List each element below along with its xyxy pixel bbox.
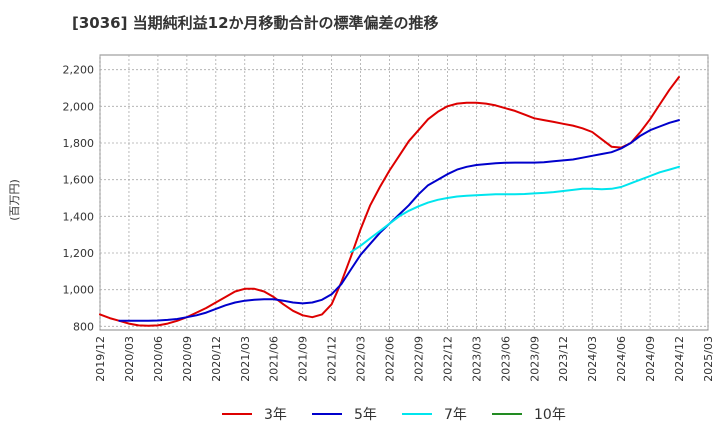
y-axis-label: (百万円) — [8, 179, 21, 221]
legend-label: 7年 — [444, 407, 467, 423]
y-tick-label: 2,200 — [63, 64, 95, 77]
y-tick-label: 800 — [73, 320, 94, 333]
x-tick-label: 2025/03 — [702, 336, 715, 382]
chart-title: [3036] 当期純利益12か月移動合計の標準偏差の推移 — [72, 14, 439, 32]
y-tick-label: 1,800 — [63, 137, 95, 150]
x-tick-label: 2022/06 — [384, 336, 397, 382]
grid — [99, 55, 709, 330]
y-tick-label: 2,000 — [63, 100, 95, 113]
x-tick-label: 2023/09 — [528, 336, 541, 382]
legend: 3年 5年 7年 10年 — [222, 407, 566, 423]
x-tick-label: 2021/06 — [268, 336, 281, 382]
x-axis-ticks: 2019/12 2020/03 2020/06 2020/09 2020/12 2021/… — [94, 336, 715, 382]
series-line-7年 — [349, 165, 680, 254]
x-tick-label: 2020/06 — [152, 336, 165, 382]
legend-label: 5年 — [354, 407, 377, 423]
x-tick-label: 2024/09 — [644, 336, 657, 382]
x-tick-label: 2020/09 — [181, 336, 194, 382]
series-line-5年 — [118, 119, 680, 322]
plot-area — [99, 54, 709, 331]
x-tick-label: 2023/03 — [470, 336, 483, 382]
x-tick-label: 2022/12 — [441, 336, 454, 382]
x-tick-label: 2023/12 — [557, 336, 570, 382]
y-axis-ticks: 800 1,000 1,200 1,400 1,600 1,800 2,000 2,200 — [63, 64, 95, 334]
x-tick-label: 2022/03 — [355, 336, 368, 382]
y-tick-label: 1,000 — [63, 284, 95, 297]
x-tick-label: 2023/06 — [499, 336, 512, 382]
y-tick-label: 1,600 — [63, 174, 95, 187]
legend-label: 3年 — [264, 407, 287, 423]
x-tick-label: 2024/06 — [615, 336, 628, 382]
x-tick-label: 2020/12 — [210, 336, 223, 382]
series-layer — [99, 76, 680, 327]
x-tick-label: 2020/03 — [123, 336, 136, 382]
x-tick-label: 2022/09 — [412, 336, 425, 382]
series-line-3年 — [99, 76, 680, 327]
y-tick-label: 1,200 — [63, 247, 95, 260]
x-tick-label: 2024/12 — [673, 336, 686, 382]
y-tick-label: 1,400 — [63, 210, 95, 223]
plot-frame — [99, 54, 709, 331]
x-tick-label: 2024/03 — [586, 336, 599, 382]
legend-label: 10年 — [534, 407, 566, 423]
x-tick-label: 2019/12 — [94, 336, 107, 382]
x-tick-label: 2021/12 — [326, 336, 339, 382]
x-tick-label: 2021/03 — [239, 336, 252, 382]
x-tick-label: 2021/09 — [297, 336, 310, 382]
